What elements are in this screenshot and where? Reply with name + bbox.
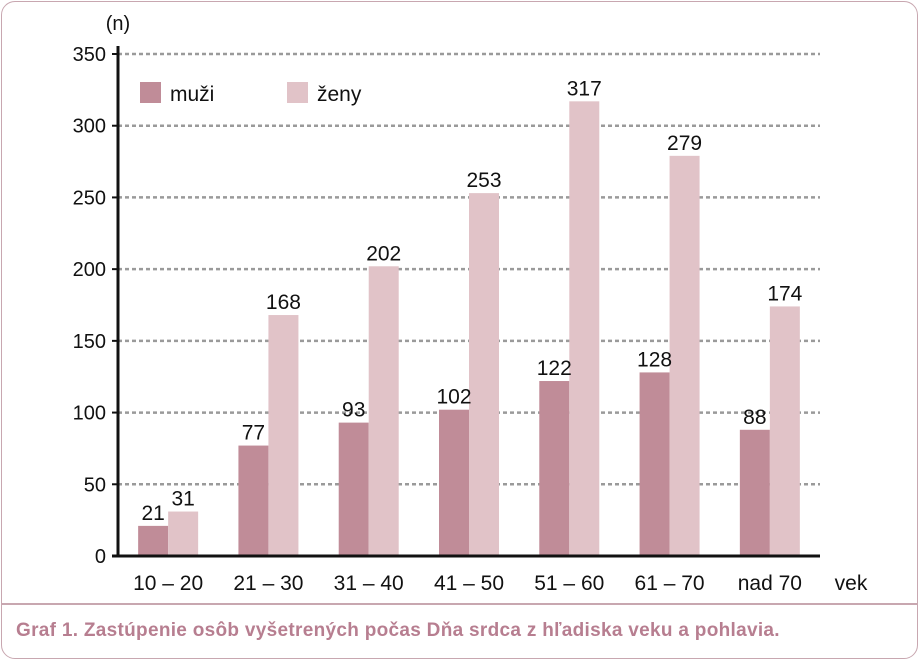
- chart-caption: Graf 1. Zastúpenie osôb vyšetrených poča…: [16, 620, 780, 641]
- x-tick-label-1: 21 – 30: [233, 572, 303, 595]
- y-tick-label-0: 0: [95, 546, 106, 568]
- x-tick-label-6: nad 70: [738, 572, 802, 595]
- bar-muzi-4: [539, 381, 570, 556]
- data-label-muzi-0: 21: [141, 502, 164, 525]
- bar-zeny-4: [569, 101, 600, 557]
- data-label-zeny-5: 279: [667, 132, 702, 155]
- data-label-zeny-3: 253: [466, 169, 501, 192]
- x-tick-label-0: 10 – 20: [133, 572, 203, 595]
- bars: [138, 101, 800, 557]
- y-tick-label-100: 100: [73, 403, 106, 425]
- bar-zeny-2: [368, 266, 399, 556]
- bar-zeny-0: [168, 511, 199, 556]
- labels: 0 50 100 150 200 250 300 350 21 31 10 – 20 77 168 21 …: [73, 13, 868, 595]
- bar-chart: 0 50 100 150 200 250 300 350 21 31 10 – 20 77 168 21 …: [73, 13, 868, 595]
- data-label-muzi-3: 102: [436, 386, 471, 409]
- data-label-zeny-2: 202: [366, 242, 401, 265]
- bar-muzi-6: [739, 429, 770, 556]
- y-tick-label-350: 350: [73, 44, 106, 66]
- data-label-muzi-6: 88: [743, 406, 766, 429]
- caption-bar: [1, 603, 918, 659]
- bar-muzi-5: [639, 372, 670, 556]
- legend-swatch-zeny: [287, 82, 308, 103]
- x-tick-label-2: 31 – 40: [334, 572, 404, 595]
- legend: muži ženy: [140, 82, 362, 106]
- bar-muzi-2: [338, 422, 369, 556]
- bar-muzi-0: [138, 525, 169, 556]
- bar-muzi-3: [439, 409, 469, 556]
- bar-zeny-5: [669, 155, 700, 556]
- x-tick-label-4: 51 – 60: [534, 572, 604, 595]
- y-tick-label-300: 300: [73, 116, 106, 138]
- bar-zeny-1: [268, 315, 299, 556]
- legend-swatch-muzi: [140, 82, 161, 103]
- data-label-zeny-0: 31: [171, 488, 194, 511]
- bar-muzi-1: [238, 445, 269, 556]
- y-tick-label-200: 200: [73, 259, 106, 281]
- legend-label-zeny: ženy: [317, 83, 362, 106]
- data-label-muzi-5: 128: [637, 348, 672, 371]
- bar-zeny-3: [469, 193, 499, 556]
- data-label-zeny-4: 317: [567, 77, 602, 100]
- y-tick-label-250: 250: [73, 187, 106, 209]
- legend-label-muzi: muži: [170, 83, 214, 106]
- x-tick-label-3: 41 – 50: [434, 572, 504, 595]
- y-axis-unit-label: (n): [106, 13, 130, 35]
- data-label-muzi-4: 122: [537, 357, 572, 380]
- data-label-muzi-1: 77: [242, 422, 265, 445]
- bar-zeny-6: [769, 306, 800, 556]
- x-tick-label-5: 61 – 70: [635, 572, 705, 595]
- data-label-zeny-6: 174: [767, 282, 802, 305]
- data-label-zeny-1: 168: [266, 291, 301, 314]
- y-tick-label-150: 150: [73, 331, 106, 353]
- axes: [112, 46, 820, 558]
- x-axis-label: vek: [835, 572, 868, 595]
- y-tick-label-50: 50: [84, 474, 106, 496]
- data-label-muzi-2: 93: [342, 399, 365, 422]
